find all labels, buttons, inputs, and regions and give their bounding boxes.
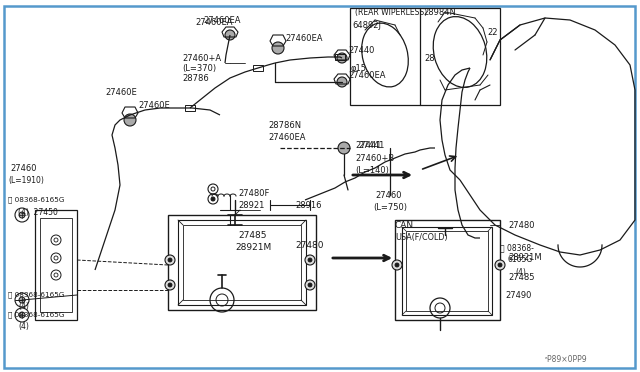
Text: Ⓢ 08368-6165G: Ⓢ 08368-6165G [8, 312, 65, 318]
Circle shape [337, 77, 347, 87]
Bar [402, 227, 492, 315]
Bar [168, 215, 316, 310]
Text: 28921M: 28921M [235, 244, 271, 253]
Text: ᵃP89×0PP9: ᵃP89×0PP9 [545, 356, 588, 365]
Bar [350, 8, 500, 105]
Circle shape [211, 197, 215, 201]
Circle shape [19, 297, 25, 303]
Circle shape [165, 255, 175, 265]
Text: Ⓢ 08368-: Ⓢ 08368- [500, 244, 534, 253]
Circle shape [168, 283, 172, 287]
Text: 28786N: 28786N [268, 121, 301, 129]
Text: 27460E: 27460E [138, 100, 170, 109]
Text: (L=140): (L=140) [355, 166, 389, 174]
Bar [183, 225, 301, 300]
Text: 27440: 27440 [348, 45, 374, 55]
Text: (REAR WIPERLESS): (REAR WIPERLESS) [355, 7, 427, 16]
Text: (L=1910): (L=1910) [8, 176, 44, 185]
Text: 28921: 28921 [238, 201, 264, 209]
Circle shape [498, 263, 502, 267]
Text: (L=370): (L=370) [182, 64, 216, 73]
Text: 27460+A: 27460+A [182, 54, 221, 62]
Text: (4)  27450: (4) 27450 [18, 208, 58, 217]
Circle shape [19, 212, 25, 218]
Circle shape [495, 260, 505, 270]
Text: (4): (4) [515, 267, 526, 276]
Text: (4): (4) [18, 302, 29, 311]
Text: Ⓢ 08368-6165G: Ⓢ 08368-6165G [8, 292, 65, 298]
Text: 28916: 28916 [295, 201, 321, 209]
Text: 27460E: 27460E [105, 87, 137, 96]
Circle shape [168, 258, 172, 262]
Circle shape [338, 142, 350, 154]
Text: 28984N: 28984N [423, 7, 456, 16]
Text: 27460: 27460 [375, 190, 401, 199]
Bar [406, 231, 488, 311]
Text: 28786: 28786 [182, 74, 209, 83]
Text: 27490: 27490 [505, 291, 531, 299]
Text: USA(F/COLD): USA(F/COLD) [395, 232, 447, 241]
Circle shape [225, 30, 235, 40]
Circle shape [395, 263, 399, 267]
Text: 22: 22 [487, 28, 497, 36]
Circle shape [305, 255, 315, 265]
Text: 28: 28 [424, 54, 435, 62]
Text: 27480: 27480 [508, 221, 534, 230]
Text: 27460: 27460 [10, 164, 36, 173]
Text: (4): (4) [18, 323, 29, 331]
Bar [40, 218, 72, 312]
Bar [395, 220, 500, 320]
Text: 27460EA: 27460EA [268, 132, 305, 141]
Text: 27485: 27485 [238, 231, 266, 240]
Circle shape [272, 42, 284, 54]
Text: CAN: CAN [395, 221, 414, 230]
Bar [35, 210, 77, 320]
Circle shape [337, 53, 347, 63]
Circle shape [305, 280, 315, 290]
Text: 27441: 27441 [358, 141, 385, 150]
Text: φ15: φ15 [351, 64, 367, 73]
Text: Ⓢ 08368-6165G: Ⓢ 08368-6165G [8, 197, 65, 203]
Text: 6165G: 6165G [508, 256, 533, 264]
Circle shape [124, 114, 136, 126]
Text: 27485: 27485 [508, 273, 534, 282]
Circle shape [308, 258, 312, 262]
Circle shape [19, 312, 25, 318]
Text: 27480F: 27480F [238, 189, 269, 198]
Circle shape [165, 280, 175, 290]
Text: 27460+B: 27460+B [355, 154, 394, 163]
Bar [178, 220, 306, 305]
Text: 64892J: 64892J [352, 20, 381, 29]
Text: 27441: 27441 [355, 141, 381, 150]
Circle shape [392, 260, 402, 270]
Text: 28921M: 28921M [508, 253, 541, 263]
Text: 27460EA: 27460EA [195, 17, 232, 26]
Text: 27480: 27480 [295, 241, 323, 250]
Text: (L=750): (L=750) [373, 202, 407, 212]
Text: 27460EA: 27460EA [203, 16, 241, 25]
Circle shape [308, 283, 312, 287]
Text: 27460EA: 27460EA [348, 71, 385, 80]
Text: 27460EA: 27460EA [285, 33, 323, 42]
